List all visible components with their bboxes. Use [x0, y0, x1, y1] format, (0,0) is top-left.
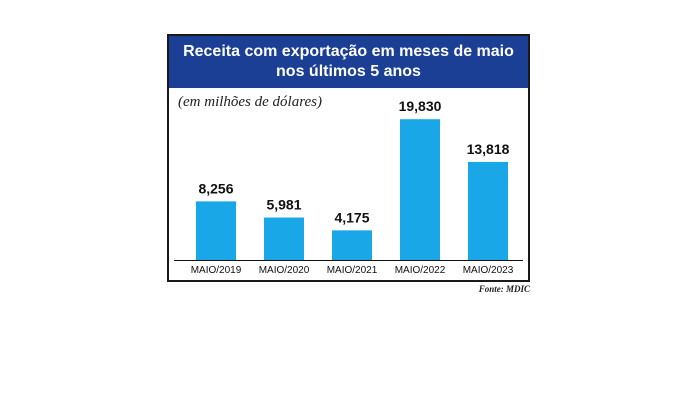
bar-maio-2022: [400, 119, 440, 260]
chart-title-line-2: nos últimos 5 anos: [276, 63, 421, 80]
category-tick-label: MAIO/2020: [259, 265, 310, 276]
bar-maio-2019: [196, 201, 236, 260]
unit-label: (em milhões de dólares): [178, 94, 322, 110]
bar-maio-2023: [468, 161, 508, 260]
category-tick-label: MAIO/2021: [327, 265, 378, 276]
chart-frame: Receita com exportação em meses de maio …: [167, 34, 530, 282]
value-label: 5,981: [266, 197, 301, 213]
bar-maio-2020: [264, 217, 304, 260]
bar-plot: 8,256 MAIO/2019 5,981 MAIO/2020 4,175 MAIO/20…: [174, 98, 523, 276]
category-tick-label: MAIO/2022: [395, 265, 446, 276]
value-label: 4,175: [334, 209, 369, 225]
value-label: 8,256: [198, 180, 233, 196]
value-label: 13,818: [467, 141, 510, 157]
bar-maio-2021: [332, 230, 372, 260]
category-tick-label: MAIO/2019: [191, 265, 242, 276]
source-note: Fonte: MDIC: [478, 284, 530, 294]
chart-title-line-1: Receita com exportação em meses de maio: [183, 43, 514, 60]
value-label: 19,830: [399, 98, 442, 114]
category-tick-label: MAIO/2023: [463, 265, 514, 276]
chart-title: Receita com exportação em meses de maio …: [169, 36, 528, 88]
